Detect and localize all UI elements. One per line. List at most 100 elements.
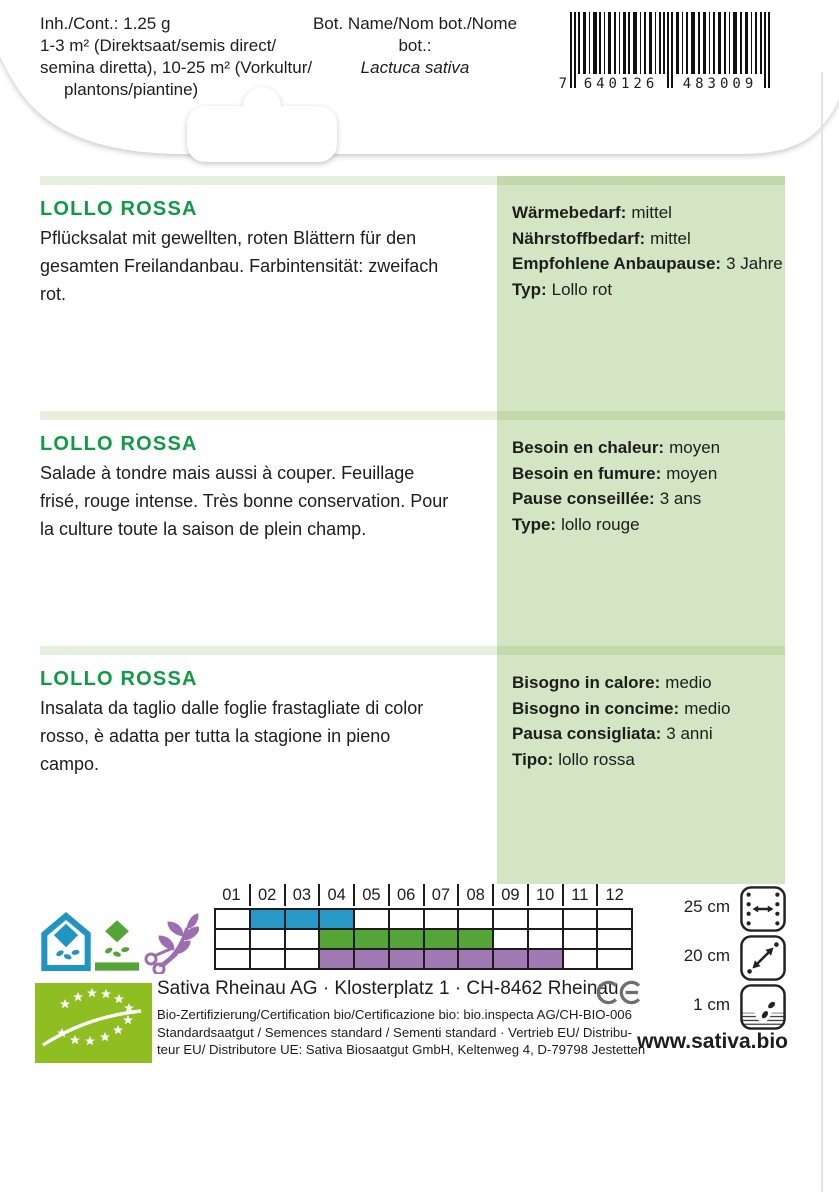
spec-label: Pausa consigliata: bbox=[512, 724, 662, 743]
sowing-area-line: semina diretta), 10-25 m² (Vorkultur/ bbox=[40, 58, 313, 77]
description-line: Pflücksalat mit gewellten, roten Blätter… bbox=[40, 228, 417, 248]
calendar-cell-pre-culture-03 bbox=[285, 910, 321, 930]
spec-value: 3 ans bbox=[659, 489, 702, 508]
calendar-cell-harvest-04 bbox=[320, 950, 355, 970]
spec-label: Typ: bbox=[512, 279, 547, 299]
calendar-month-label: 07 bbox=[422, 884, 458, 906]
direct-sowing-icon bbox=[95, 918, 139, 977]
description-line: frisé, rouge intense. Très bonne conserv… bbox=[40, 491, 449, 511]
calendar-cell-harvest-01 bbox=[216, 950, 251, 970]
calendar-month-label: 05 bbox=[353, 884, 388, 906]
info-panel bbox=[497, 176, 785, 884]
calendar-month-label: 08 bbox=[457, 884, 492, 906]
variety-description-it: Insalata da taglio dalle foglie frastagl… bbox=[40, 694, 423, 778]
calendar-cell-pre-culture-09 bbox=[494, 910, 529, 930]
eu-organic-logo bbox=[35, 983, 152, 1068]
calendar-cell-direct-sowing-04 bbox=[320, 930, 355, 950]
barcode: 7 640126 483009 bbox=[556, 12, 786, 107]
botanical-name-value: Lactuca sativa bbox=[360, 58, 470, 77]
spacing-label: 1 cm bbox=[693, 995, 730, 1014]
spec-label: Bisogno in concime: bbox=[512, 698, 680, 718]
website-url: www.sativa.bio bbox=[637, 1030, 788, 1053]
botanical-name-block: Bot. Name/Nom bot./Nome bot.: Lactuca sa… bbox=[295, 13, 535, 79]
distribution-text: teur EU/ Distributore UE: Sativa Biosaat… bbox=[157, 1042, 646, 1058]
barcode-left-group: 640126 bbox=[583, 76, 659, 92]
section-divider-strip bbox=[40, 411, 785, 420]
variety-description-fr: Salade à tondre mais aussi à couper. Feu… bbox=[40, 459, 448, 543]
calendar-month-label: 06 bbox=[387, 884, 423, 906]
row-spacing-icon bbox=[740, 886, 786, 937]
sowing-area-line: 1-3 m² (Direktsaat/semis direct/ bbox=[40, 36, 277, 55]
botanical-name-label: Bot. Name/Nom bot./Nome bot.: bbox=[312, 14, 518, 55]
spacing-label: 25 cm bbox=[683, 897, 730, 916]
calendar-cell-direct-sowing-03 bbox=[285, 930, 321, 950]
calendar-cell-pre-culture-02 bbox=[250, 910, 286, 930]
barcode-prefix: 7 bbox=[558, 76, 567, 92]
variety-title-fr: LOLLO ROSSA bbox=[40, 433, 198, 455]
calendar-cell-harvest-07 bbox=[424, 950, 460, 970]
spec-label: Tipo: bbox=[512, 749, 554, 769]
calendar-cell-harvest-05 bbox=[355, 950, 390, 970]
description-line: campo. bbox=[40, 754, 100, 774]
spec-value: medio bbox=[665, 673, 712, 692]
spec-label: Bisogno in calore: bbox=[512, 673, 661, 692]
description-line: rosso, è adatta per tutta la stagione in… bbox=[40, 726, 391, 746]
company-address: Sativa Rheinau AG · Klosterplatz 1 · CH-… bbox=[157, 978, 619, 999]
barcode-digits: 7 640126 483009 bbox=[556, 74, 786, 94]
spec-value: lollo rossa bbox=[558, 749, 635, 769]
calendar-month-label: 09 bbox=[492, 884, 527, 906]
distribution-text: Standardsaatgut / Semences standard / Se… bbox=[157, 1024, 632, 1040]
variety-title-it: LOLLO ROSSA bbox=[40, 668, 198, 690]
spec-label: Type: bbox=[512, 514, 557, 534]
spec-value: 3 Jahre bbox=[726, 254, 783, 273]
calendar-cell-direct-sowing-01 bbox=[216, 930, 251, 950]
calendar-cell-harvest-09 bbox=[494, 950, 529, 970]
certification-text: Bio-Zertifizierung/Certification bio/Cer… bbox=[157, 1007, 632, 1022]
calendar-cell-pre-culture-11 bbox=[563, 910, 599, 930]
calendar-grid bbox=[214, 908, 633, 970]
spacing-label: 20 cm bbox=[683, 946, 730, 965]
calendar-cell-pre-culture-08 bbox=[459, 910, 494, 930]
barcode-bars bbox=[570, 12, 770, 88]
description-line: gesamten Freilandanbau. Farbintensität: … bbox=[40, 256, 439, 276]
sowing-depth-icon bbox=[740, 984, 786, 1035]
calendar-cell-harvest-10 bbox=[528, 950, 564, 970]
calendar-cell-direct-sowing-10 bbox=[528, 930, 564, 950]
calendar-cell-harvest-03 bbox=[285, 950, 321, 970]
plant-spacing-icon bbox=[740, 935, 786, 986]
calendar-month-label: 04 bbox=[318, 884, 353, 906]
spec-value: 3 anni bbox=[666, 724, 713, 743]
calendar-cell-harvest-06 bbox=[389, 950, 425, 970]
variety-title-de: LOLLO ROSSA bbox=[40, 198, 198, 220]
specs-it: Bisogno in calore: medio Bisogno in conci… bbox=[512, 670, 777, 772]
calendar-month-label: 01 bbox=[222, 886, 241, 904]
calendar-cell-direct-sowing-07 bbox=[424, 930, 460, 950]
description-line: la culture toute la saison de plein cham… bbox=[40, 519, 367, 539]
calendar-cell-direct-sowing-12 bbox=[598, 930, 633, 950]
legal-smallprint: Bio-Zertifizierung/Certification bio/Cer… bbox=[157, 1006, 645, 1059]
calendar-cell-pre-culture-01 bbox=[216, 910, 251, 930]
calendar-cell-pre-culture-10 bbox=[528, 910, 564, 930]
calendar-cell-pre-culture-12 bbox=[598, 910, 633, 930]
specs-fr: Besoin en chaleur: moyen Besoin en fumure… bbox=[512, 435, 777, 537]
calendar-cell-direct-sowing-09 bbox=[494, 930, 529, 950]
calendar-cell-harvest-02 bbox=[250, 950, 286, 970]
greenhouse-sowing-icon bbox=[40, 911, 92, 978]
calendar-cell-pre-culture-07 bbox=[424, 910, 460, 930]
calendar-cell-harvest-11 bbox=[563, 950, 599, 970]
calendar-month-label: 03 bbox=[283, 884, 319, 906]
section-divider-strip bbox=[40, 176, 785, 185]
calendar-cell-direct-sowing-08 bbox=[459, 930, 494, 950]
calendar-month-label: 02 bbox=[248, 884, 284, 906]
specs-de: Wärmebedarf: mittel Nährstoffbedarf: mitte… bbox=[512, 200, 783, 302]
calendar-cell-pre-culture-06 bbox=[389, 910, 425, 930]
spec-label: Besoin en chaleur: bbox=[512, 438, 665, 457]
spec-label: Wärmebedarf: bbox=[512, 203, 627, 222]
spec-value: moyen bbox=[669, 438, 721, 457]
packet-right-edge bbox=[821, 72, 823, 1192]
calendar-cell-direct-sowing-11 bbox=[563, 930, 599, 950]
spec-label: Empfohlene Anbaupause: bbox=[512, 254, 722, 273]
spec-value: medio bbox=[684, 698, 731, 718]
spec-value: mittel bbox=[650, 228, 691, 248]
